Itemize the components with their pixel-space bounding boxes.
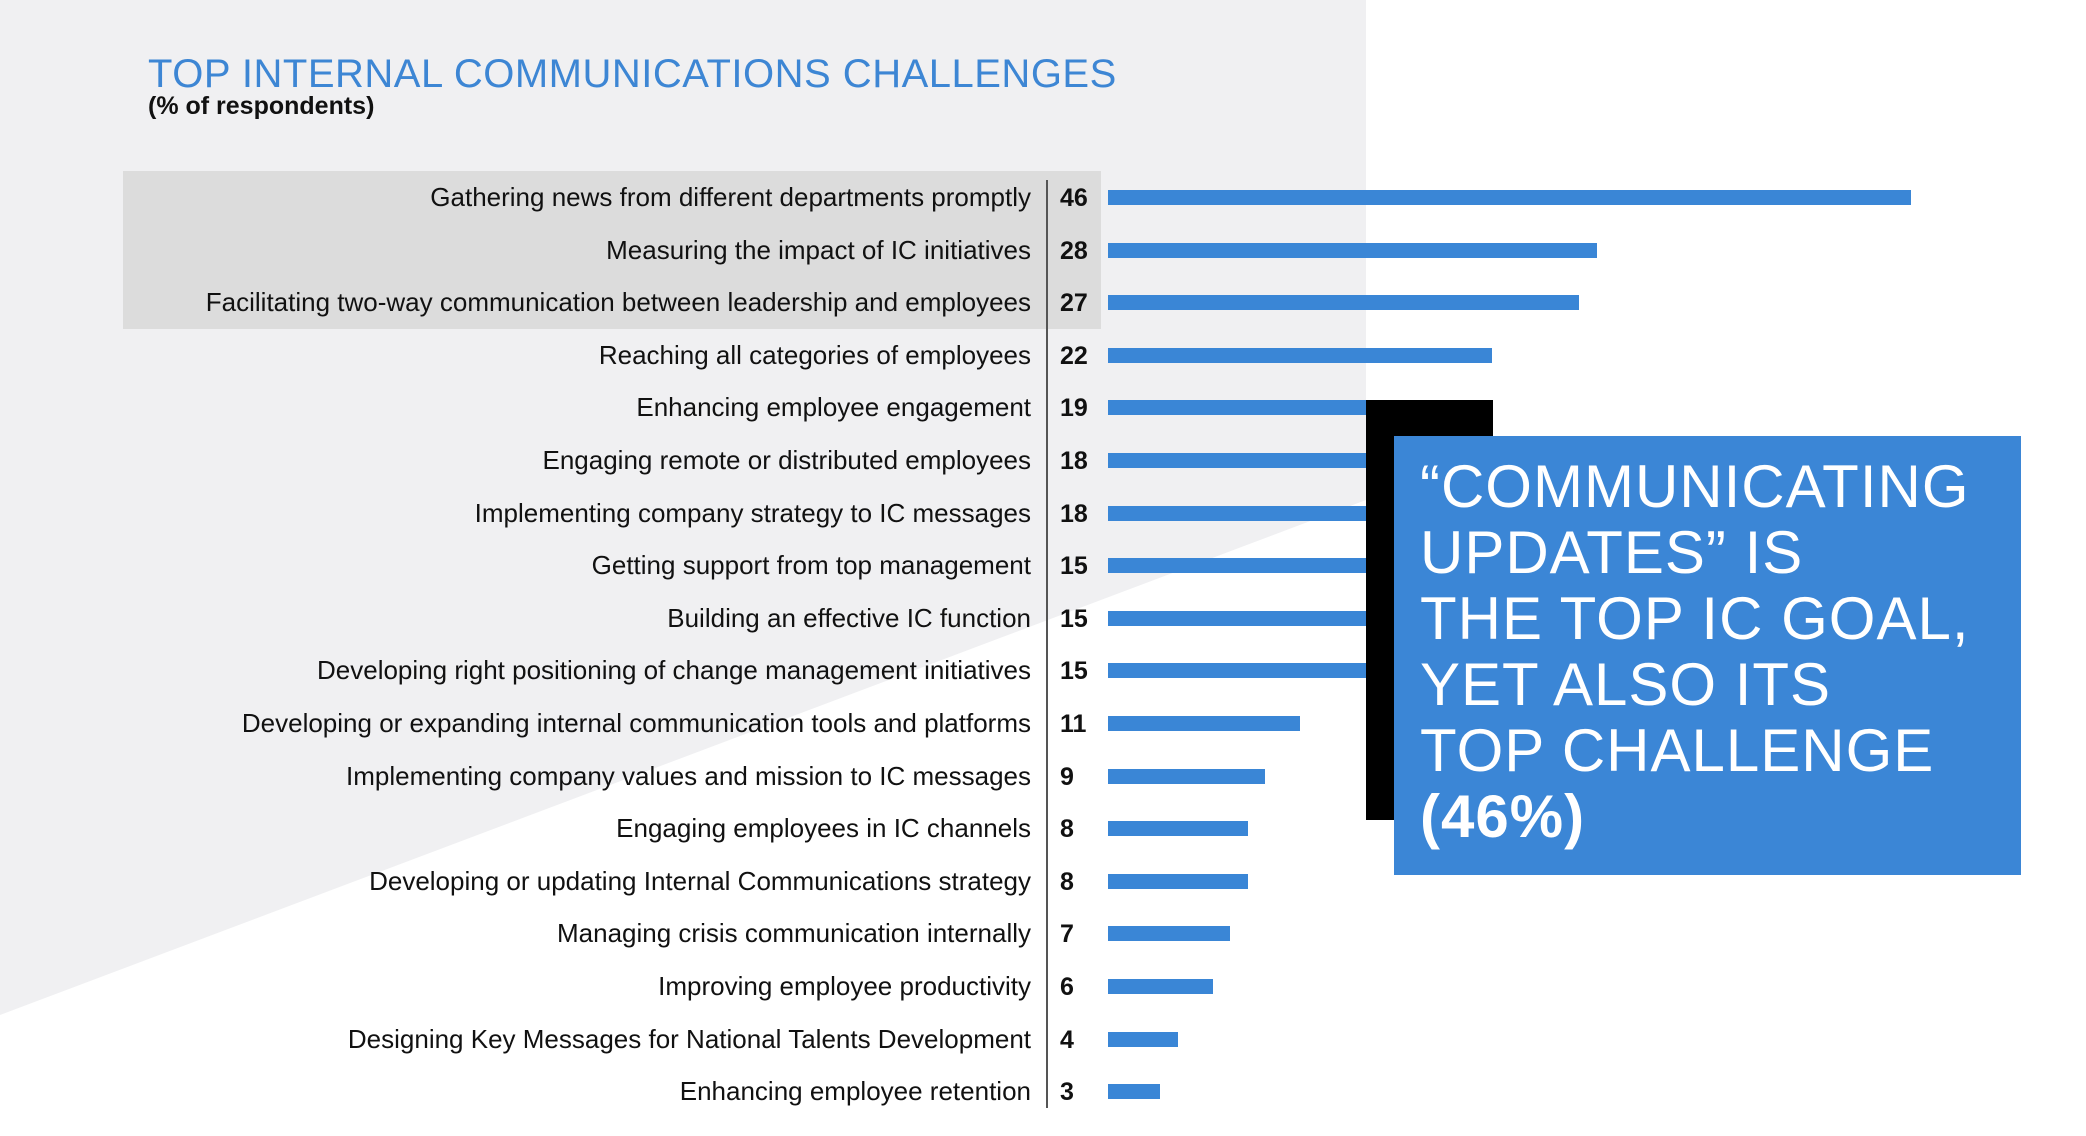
- chart-row: Developing or expanding internal communi…: [0, 697, 2086, 749]
- data-label: 15: [1060, 552, 1088, 581]
- chart-row: Enhancing employee retention 3: [0, 1065, 2086, 1117]
- chart-row: Enhancing employee engagement 19: [0, 381, 2086, 433]
- data-label: 7: [1060, 920, 1074, 949]
- bar: [1108, 190, 1911, 205]
- bar: [1108, 610, 1370, 626]
- bar: [1108, 926, 1230, 942]
- bar: [1108, 663, 1370, 679]
- bar: [1108, 347, 1492, 363]
- chart-row: Reaching all categories of employees 22: [0, 329, 2086, 381]
- data-label: 18: [1060, 447, 1088, 475]
- data-label: 46: [1060, 184, 1088, 212]
- data-label: 27: [1060, 289, 1088, 318]
- category-label: Developing right positioning of change m…: [317, 655, 1031, 686]
- category-label: Managing crisis communication internally: [557, 918, 1031, 949]
- bar: [1108, 873, 1248, 889]
- bar: [1108, 400, 1440, 416]
- chart-title: TOP INTERNAL COMMUNICATIONS CHALLENGES: [148, 52, 1117, 96]
- data-label: 19: [1060, 394, 1088, 423]
- chart-subtitle: (% of respondents): [148, 92, 375, 120]
- callout-emphasis: (46%): [1420, 783, 1586, 850]
- bar: [1108, 821, 1248, 837]
- category-label: Developing or updating Internal Communic…: [369, 865, 1031, 896]
- bar: [1108, 1031, 1178, 1047]
- category-label: Facilitating two-way communication betwe…: [205, 287, 1031, 318]
- bar: [1108, 242, 1597, 258]
- bar: [1108, 768, 1265, 784]
- category-label: Engaging employees in IC channels: [616, 813, 1031, 844]
- category-label: Reaching all categories of employees: [598, 339, 1031, 370]
- data-label: 4: [1060, 1025, 1074, 1054]
- category-label: Improving employee productivity: [658, 971, 1031, 1001]
- data-label: 11: [1060, 710, 1087, 738]
- category-label: Developing or expanding internal communi…: [241, 708, 1031, 738]
- chart-row: Getting support from top management 15: [0, 539, 2086, 591]
- data-label: 28: [1060, 236, 1088, 265]
- bar: [1108, 716, 1300, 731]
- category-label: Implementing company strategy to IC mess…: [474, 497, 1031, 528]
- chart-row: Designing Key Messages for National Tale…: [0, 1013, 2086, 1065]
- bar: [1108, 505, 1422, 521]
- bar: [1108, 558, 1370, 574]
- callout-line-2: UPDATES” IS: [1420, 519, 1804, 586]
- data-label: 8: [1060, 815, 1074, 844]
- bar: [1108, 295, 1579, 311]
- top-three-highlight-band: [123, 171, 1101, 329]
- category-label: Designing Key Messages for National Tale…: [347, 1023, 1031, 1054]
- chart-row: Engaging employees in IC channels 8: [0, 802, 2086, 854]
- bar: [1108, 1084, 1160, 1100]
- chart-row: Gathering news from different department…: [0, 171, 2086, 223]
- callout-line-5: TOP CHALLENGE: [1420, 717, 1935, 784]
- callout-line-1: “COMMUNICATING: [1420, 453, 1970, 520]
- category-label: Gathering news from different department…: [430, 182, 1031, 212]
- data-label: 8: [1060, 867, 1074, 896]
- category-label: Engaging remote or distributed employees: [542, 445, 1031, 475]
- value-divider-line: [1046, 180, 1048, 1108]
- chart-row: Developing right positioning of change m…: [0, 644, 2086, 696]
- data-label: 18: [1060, 499, 1088, 528]
- data-label: 6: [1060, 973, 1074, 1001]
- chart-row: Developing or updating Internal Communic…: [0, 855, 2086, 907]
- data-label: 9: [1060, 762, 1074, 791]
- chart-row: Engaging remote or distributed employees…: [0, 434, 2086, 486]
- data-label: 3: [1060, 1078, 1074, 1107]
- chart-row: Managing crisis communication internally…: [0, 907, 2086, 959]
- data-label: 15: [1060, 604, 1088, 633]
- category-label: Building an effective IC function: [667, 602, 1031, 633]
- category-label: Implementing company values and mission …: [346, 760, 1031, 791]
- callout-line-4: YET ALSO ITS: [1420, 651, 1832, 718]
- data-label: 22: [1060, 341, 1088, 370]
- chart-row: Implementing company strategy to IC mess…: [0, 487, 2086, 539]
- chart-row: Building an effective IC function 15: [0, 592, 2086, 644]
- chart-row: Measuring the impact of IC initiatives 28: [0, 224, 2086, 276]
- bar: [1108, 979, 1213, 994]
- bar: [1108, 453, 1422, 468]
- category-label: Enhancing employee engagement: [636, 392, 1031, 423]
- category-label: Enhancing employee retention: [679, 1076, 1031, 1107]
- chart-row: Facilitating two-way communication betwe…: [0, 276, 2086, 328]
- category-label: Getting support from top management: [591, 550, 1031, 581]
- callout-box: “COMMUNICATING UPDATES” IS THE TOP IC GO…: [1394, 436, 2021, 875]
- category-label: Measuring the impact of IC initiatives: [606, 234, 1031, 265]
- chart-row: Implementing company values and mission …: [0, 750, 2086, 802]
- callout-line-3: THE TOP IC GOAL,: [1420, 585, 1970, 652]
- data-label: 15: [1060, 657, 1088, 686]
- chart-row: Improving employee productivity 6: [0, 960, 2086, 1012]
